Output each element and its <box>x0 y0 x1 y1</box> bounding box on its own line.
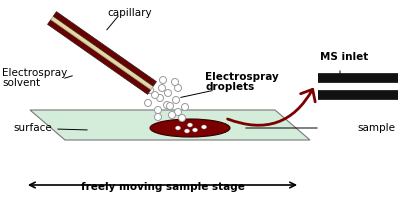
Text: solvent: solvent <box>2 78 40 88</box>
Ellipse shape <box>174 109 182 115</box>
Text: Electrospray: Electrospray <box>205 72 279 82</box>
Ellipse shape <box>160 76 166 84</box>
Ellipse shape <box>192 128 198 132</box>
Ellipse shape <box>176 126 180 130</box>
Ellipse shape <box>144 100 152 107</box>
Ellipse shape <box>168 111 176 118</box>
Ellipse shape <box>172 78 178 86</box>
Text: droplets: droplets <box>205 82 254 92</box>
Ellipse shape <box>156 94 164 102</box>
Ellipse shape <box>154 113 162 121</box>
Ellipse shape <box>158 85 166 91</box>
Polygon shape <box>30 110 310 140</box>
Polygon shape <box>53 12 156 86</box>
Ellipse shape <box>146 87 154 93</box>
Polygon shape <box>51 16 153 90</box>
Ellipse shape <box>188 123 192 127</box>
Ellipse shape <box>172 96 180 104</box>
Ellipse shape <box>164 102 170 109</box>
Ellipse shape <box>152 91 158 98</box>
Ellipse shape <box>166 103 174 109</box>
Ellipse shape <box>144 80 152 87</box>
Ellipse shape <box>178 114 186 122</box>
Ellipse shape <box>174 85 182 91</box>
Text: sample: sample <box>357 123 395 133</box>
Ellipse shape <box>154 107 162 113</box>
Polygon shape <box>48 20 151 94</box>
Ellipse shape <box>184 129 190 133</box>
Ellipse shape <box>182 104 188 110</box>
Ellipse shape <box>202 125 206 129</box>
Ellipse shape <box>150 119 230 137</box>
Text: MS inlet: MS inlet <box>320 52 368 62</box>
Ellipse shape <box>164 89 172 96</box>
Text: freely moving sample stage: freely moving sample stage <box>81 182 245 192</box>
Text: surface: surface <box>13 123 52 133</box>
Text: Electrospray: Electrospray <box>2 68 67 78</box>
Text: capillary: capillary <box>108 8 152 18</box>
FancyArrowPatch shape <box>228 89 315 125</box>
